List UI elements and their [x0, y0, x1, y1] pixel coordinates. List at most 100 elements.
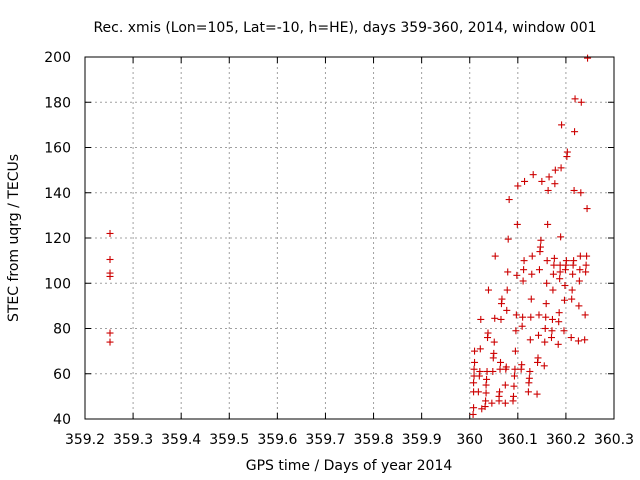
data-point: [555, 318, 563, 326]
data-point: [491, 314, 499, 322]
data-point: [569, 270, 577, 278]
data-point: [489, 367, 497, 375]
data-point: [542, 300, 550, 308]
data-point: [567, 334, 575, 342]
x-axis-label: GPS time / Days of year 2014: [246, 458, 453, 474]
axis-ticks: 359.2 359.3 359.4 359.5 359.6 359.7 359.8 359.9…: [44, 50, 634, 448]
data-point: [509, 392, 517, 400]
data-point: [557, 233, 565, 241]
data-point: [562, 257, 570, 265]
data-point: [518, 322, 526, 330]
data-point: [527, 295, 535, 303]
data-point: [106, 255, 114, 263]
data-point: [534, 331, 542, 339]
data-point: [549, 270, 557, 278]
data-point: [561, 282, 569, 290]
data-point: [548, 315, 556, 323]
data-point: [581, 311, 589, 319]
data-point: [571, 128, 579, 136]
data-point: [470, 379, 478, 387]
data-point: [529, 171, 537, 179]
y-tick-label: 80: [53, 322, 71, 338]
data-point: [471, 358, 479, 366]
data-point: [582, 261, 590, 269]
data-point: [470, 404, 478, 412]
data-point: [501, 381, 509, 389]
data-point: [470, 365, 478, 373]
data-point: [542, 313, 550, 321]
data-point: [501, 399, 509, 407]
plot-frame: [84, 56, 615, 420]
data-point: [551, 180, 559, 188]
x-tick-label: 359.3: [113, 432, 153, 448]
data-point: [535, 266, 543, 274]
data-point: [513, 220, 521, 228]
data-point: [544, 220, 552, 228]
y-tick-label: 120: [44, 231, 71, 247]
data-point: [560, 327, 568, 335]
data-point: [568, 295, 576, 303]
data-point: [582, 268, 590, 276]
data-point: [556, 268, 564, 276]
y-tick-label: 40: [53, 412, 71, 428]
data-point: [504, 235, 512, 243]
data-point: [577, 98, 585, 106]
data-point: [526, 367, 534, 375]
data-point: [482, 397, 490, 405]
data-point: [550, 261, 558, 269]
y-tick-label: 160: [44, 141, 71, 157]
x-tick-label: 359.2: [65, 432, 105, 448]
data-point: [511, 365, 519, 373]
data-point: [491, 252, 499, 260]
x-tick-label: 360.3: [594, 432, 634, 448]
data-point: [555, 309, 563, 317]
data-point: [510, 382, 518, 390]
data-point: [496, 388, 504, 396]
data-point: [502, 363, 510, 371]
x-tick-label: 359.5: [209, 432, 249, 448]
data-point: [520, 266, 528, 274]
data-point: [543, 279, 551, 287]
data-point: [476, 345, 484, 353]
data-point: [537, 236, 545, 244]
data-point: [471, 347, 479, 355]
data-point: [556, 275, 564, 283]
data-point: [534, 354, 542, 362]
data-point: [106, 338, 114, 346]
data-point: [520, 257, 528, 265]
data-point: [488, 399, 496, 407]
data-point: [536, 243, 544, 251]
data-points: [106, 54, 592, 418]
chart-title: Rec. xmis (Lon=105, Lat=-10, h=HE), days…: [93, 20, 596, 36]
data-point: [576, 266, 584, 274]
x-tick-label: 360.2: [546, 432, 586, 448]
data-point: [498, 295, 506, 303]
data-point: [584, 54, 592, 62]
y-axis-label: STEC from uqrg / TECUs: [6, 154, 22, 322]
data-point: [577, 189, 585, 197]
data-point: [474, 388, 482, 396]
data-point: [519, 313, 527, 321]
data-point: [548, 327, 556, 335]
data-point: [503, 306, 511, 314]
data-point: [483, 375, 491, 383]
data-point: [497, 358, 505, 366]
data-point: [563, 148, 571, 156]
x-tick-label: 360: [456, 432, 483, 448]
data-point: [544, 186, 552, 194]
data-point: [571, 95, 579, 103]
data-point: [560, 296, 568, 304]
data-point: [497, 315, 505, 323]
data-point: [557, 164, 565, 172]
x-tick-label: 359.6: [257, 432, 297, 448]
x-tick-label: 359.8: [353, 432, 393, 448]
data-point: [570, 257, 578, 265]
data-point: [511, 347, 519, 355]
data-point: [570, 186, 578, 194]
data-point: [513, 271, 521, 279]
data-point: [518, 361, 526, 369]
data-point: [527, 313, 535, 321]
data-point: [547, 334, 555, 342]
data-point: [554, 340, 562, 348]
